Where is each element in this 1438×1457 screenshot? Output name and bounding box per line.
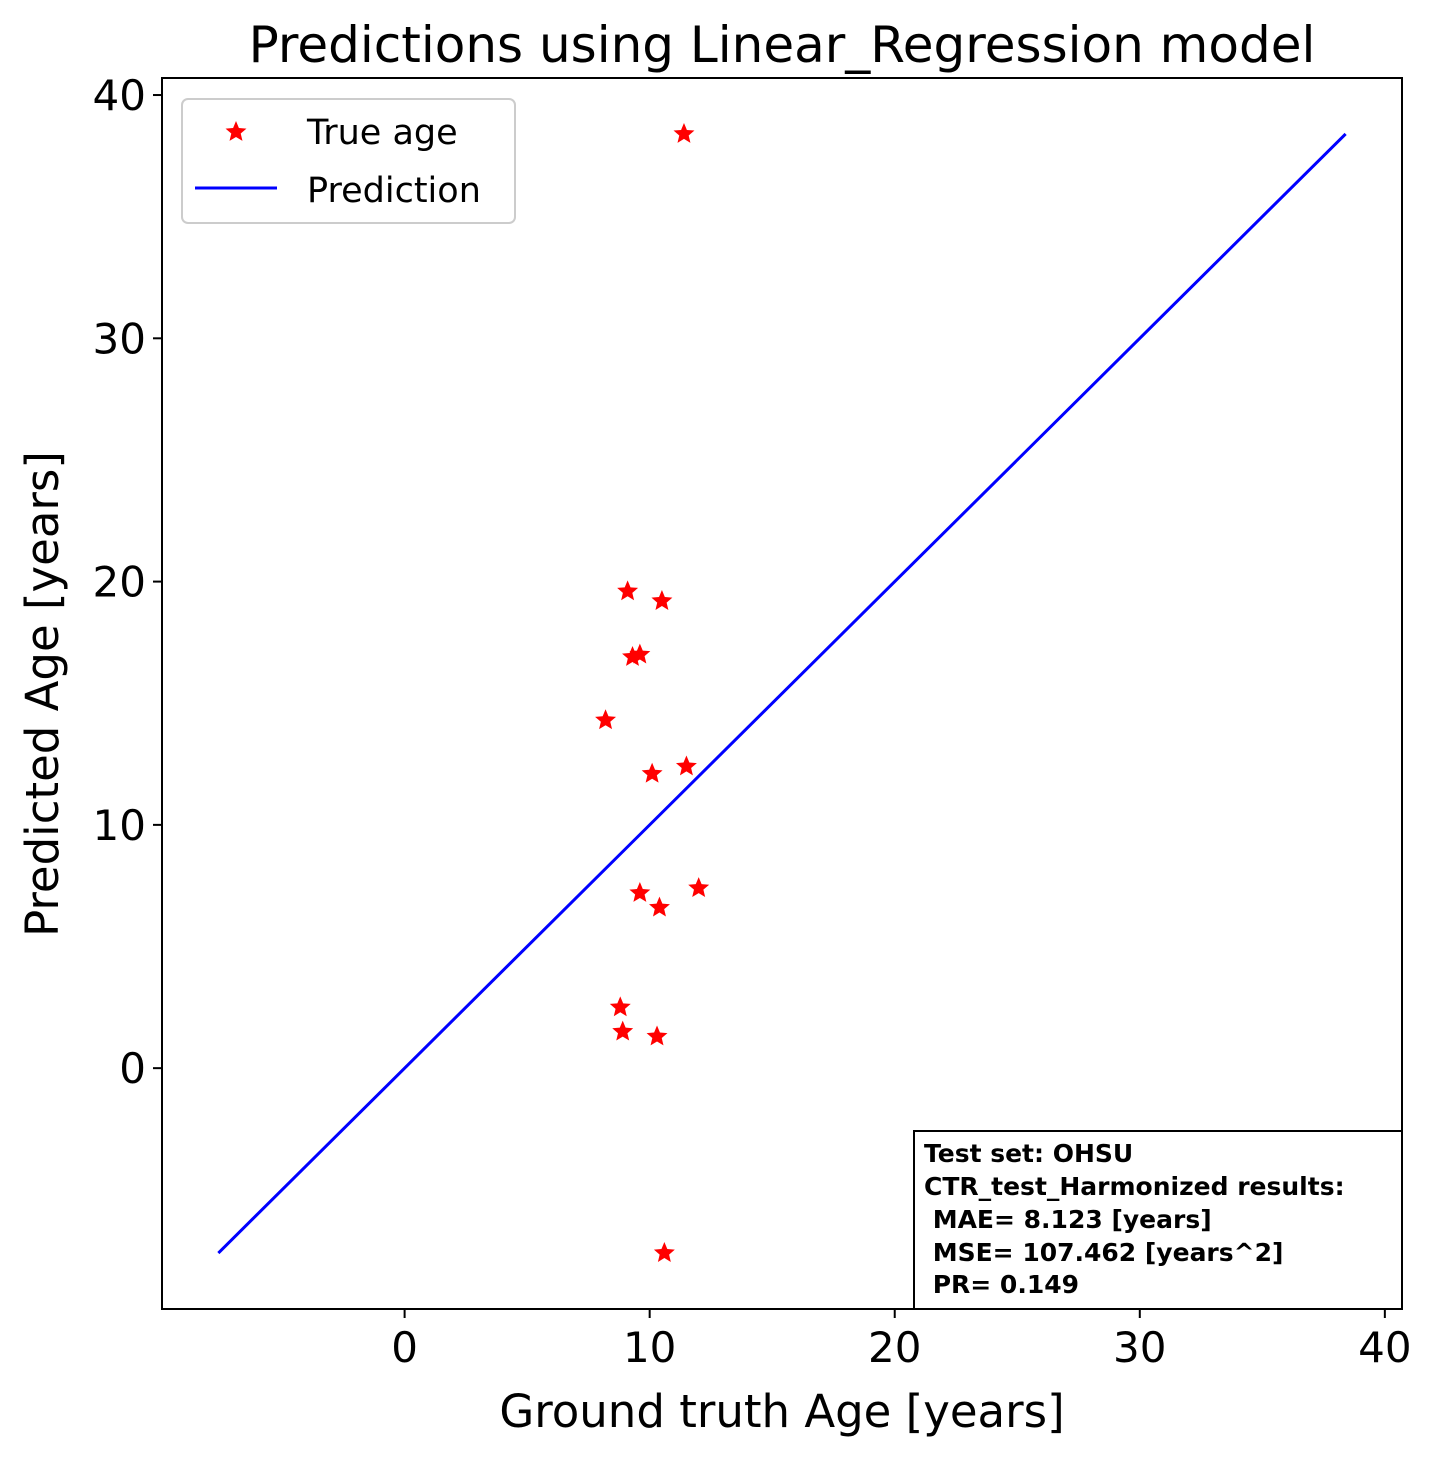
true-age-point xyxy=(649,896,670,917)
true-age-point xyxy=(653,1242,675,1262)
x-axis-label: Ground truth Age [years] xyxy=(499,1385,1064,1438)
x-tick-label: 40 xyxy=(1358,1323,1411,1372)
true-age-point xyxy=(612,1020,634,1041)
y-tick-label: 0 xyxy=(119,1044,146,1093)
y-tick-label: 20 xyxy=(93,558,146,607)
metrics-line-results: CTR_test_Harmonized results: xyxy=(924,1172,1345,1201)
x-tick-label: 30 xyxy=(1113,1323,1166,1372)
true-age-point xyxy=(673,122,695,143)
prediction-line-layer xyxy=(217,132,1347,1255)
true-age-points-layer xyxy=(595,122,710,1262)
true-age-point xyxy=(629,881,651,902)
y-tick-label: 30 xyxy=(93,314,146,363)
true-age-point xyxy=(617,580,639,601)
true-age-point xyxy=(651,590,673,610)
true-age-point xyxy=(641,762,663,783)
true-age-point xyxy=(622,646,643,666)
true-age-point xyxy=(609,996,631,1017)
x-axis-ticks: 0 10 20 30 40 xyxy=(391,1309,1412,1372)
chart-title: Predictions using Linear_Regression mode… xyxy=(249,16,1316,74)
prediction-line xyxy=(217,132,1347,1255)
metrics-line-mse: MSE= 107.462 [years^2] xyxy=(924,1238,1283,1267)
true-age-point xyxy=(688,877,710,898)
metrics-line-test-set: Test set: OHSU xyxy=(924,1139,1133,1168)
y-tick-label: 40 xyxy=(93,71,146,120)
metrics-box-frame xyxy=(913,1130,1403,1310)
metrics-line-mae: MAE= 8.123 [years] xyxy=(924,1205,1212,1234)
metrics-line-pr: PR= 0.149 xyxy=(924,1270,1079,1299)
legend-star-marker xyxy=(225,121,247,141)
y-tick-label: 10 xyxy=(93,801,146,850)
y-axis-label: Predicted Age [years] xyxy=(16,451,69,937)
legend-label-prediction: Prediction xyxy=(307,171,481,211)
true-age-point xyxy=(595,709,617,730)
x-tick-label: 0 xyxy=(391,1323,418,1372)
legend: True age Prediction xyxy=(181,98,516,224)
x-tick-label: 20 xyxy=(868,1323,921,1372)
legend-box xyxy=(181,98,516,224)
metrics-box: Test set: OHSU CTR_test_Harmonized resul… xyxy=(913,1130,1403,1310)
x-tick-label: 10 xyxy=(623,1323,676,1372)
true-age-point xyxy=(646,1025,668,1046)
legend-label-true-age: True age xyxy=(306,113,458,153)
true-age-point xyxy=(675,755,697,776)
y-axis-ticks: 0 10 20 30 40 xyxy=(93,71,162,1093)
